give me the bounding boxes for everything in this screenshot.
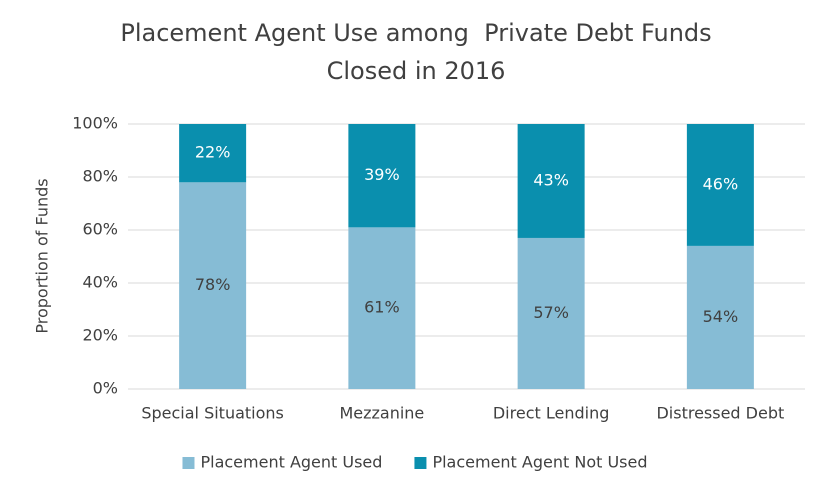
- legend-swatch: [414, 457, 427, 469]
- bar-segment: [517, 124, 585, 238]
- x-tick-label: Mezzanine: [339, 404, 424, 423]
- data-label: 57%: [533, 303, 569, 322]
- data-label: 54%: [703, 307, 739, 326]
- data-label: 43%: [533, 170, 569, 189]
- bar-segment: [517, 237, 585, 389]
- data-label: 39%: [364, 165, 400, 184]
- y-tick-label: 100%: [72, 114, 118, 133]
- data-label: 61%: [364, 298, 400, 317]
- bar-segment: [686, 245, 754, 389]
- y-axis-label: Proportion of Funds: [33, 178, 52, 333]
- legend-label: Placement Agent Not Used: [432, 453, 647, 472]
- data-label: 46%: [703, 174, 739, 193]
- y-tick-label: 80%: [82, 167, 118, 186]
- legend-label: Placement Agent Used: [200, 453, 382, 472]
- data-label: 22%: [195, 143, 231, 162]
- chart-title: Placement Agent Use among Private Debt F…: [120, 19, 711, 47]
- bar-segment: [179, 124, 247, 183]
- bar-segment: [686, 124, 754, 246]
- x-tick-label: Direct Lending: [493, 404, 610, 423]
- x-tick-label: Distressed Debt: [656, 404, 784, 423]
- y-tick-label: 40%: [82, 273, 118, 292]
- data-label: 78%: [195, 275, 231, 294]
- legend-swatch: [182, 457, 195, 469]
- chart-title: Closed in 2016: [327, 57, 506, 85]
- x-tick-label: Special Situations: [141, 404, 284, 423]
- bar-segment: [348, 124, 416, 228]
- bar-segment: [348, 227, 416, 389]
- bar-segment: [179, 182, 247, 389]
- y-tick-label: 20%: [82, 326, 118, 345]
- y-tick-label: 0%: [93, 379, 118, 398]
- y-tick-label: 60%: [82, 220, 118, 239]
